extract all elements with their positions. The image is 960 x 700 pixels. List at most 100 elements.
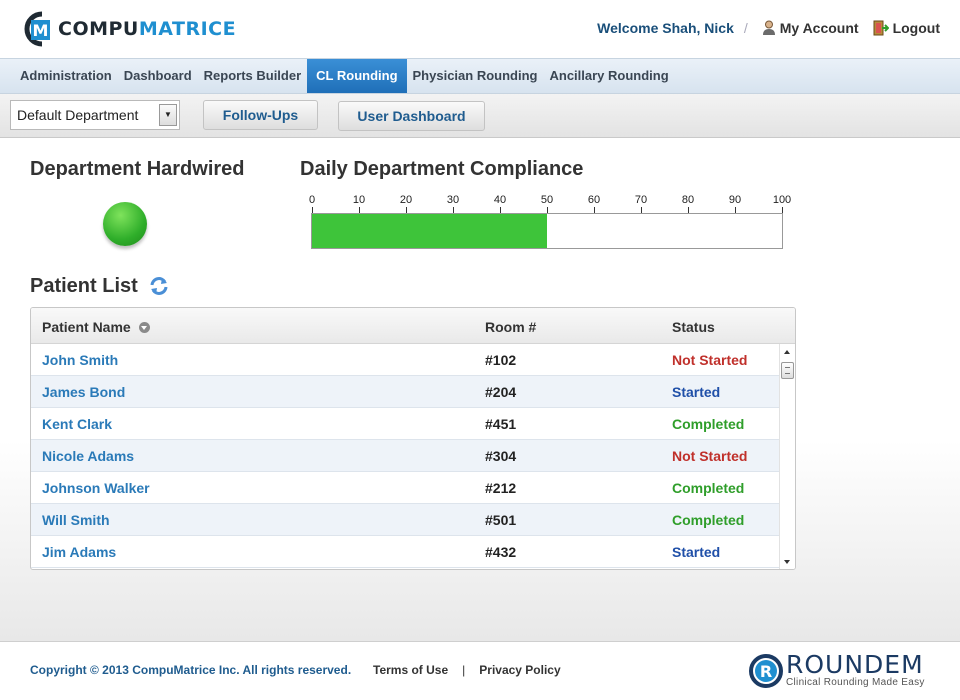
table-row[interactable]: Will Smith #501 Completed <box>31 504 779 536</box>
status-text: Not Started <box>672 352 748 368</box>
room-number: #432 <box>485 544 517 560</box>
roundem-logo: R ROUNDEM Clinical Rounding Made Easy <box>748 650 938 696</box>
scale-tick-label: 60 <box>587 194 601 206</box>
roundem-tagline: Clinical Rounding Made Easy <box>786 677 925 688</box>
patient-name-link[interactable]: Nicole Adams <box>42 448 135 464</box>
roundem-logo-icon: R <box>749 654 783 688</box>
room-number: #204 <box>485 384 517 400</box>
sort-icon[interactable] <box>138 321 150 333</box>
hardwired-status-indicator <box>103 202 147 246</box>
status-text: Completed <box>672 416 745 432</box>
scale-tick-label: 10 <box>352 194 366 206</box>
user-icon <box>762 20 775 35</box>
department-hardwired-title: Department Hardwired <box>30 158 245 180</box>
welcome-text: Welcome Shah, Nick <box>597 20 734 36</box>
terms-link[interactable]: Terms of Use <box>373 663 449 677</box>
scale-tick-mark <box>406 207 407 213</box>
nav-reports-builder[interactable]: Reports Builder <box>203 68 302 83</box>
my-account-label: My Account <box>779 20 859 36</box>
nav-cl-rounding[interactable]: CL Rounding <box>307 59 407 93</box>
status-text: Started <box>672 544 721 560</box>
patient-name-link[interactable]: Johnson Walker <box>42 480 150 496</box>
patient-name-link[interactable]: Will Smith <box>42 512 110 528</box>
compumatrice-logo-icon: M <box>20 11 54 47</box>
room-number: #451 <box>485 416 517 432</box>
logout-link[interactable]: Logout <box>873 20 940 36</box>
scale-tick-label: 30 <box>446 194 460 206</box>
nav-administration[interactable]: Administration <box>20 68 112 83</box>
table-row[interactable]: Johnson Walker #212 Completed <box>31 472 779 504</box>
scroll-thumb[interactable] <box>781 362 794 379</box>
department-select-value: Default Department <box>17 107 139 123</box>
nav-physician-rounding[interactable]: Physician Rounding <box>412 68 538 83</box>
compliance-bar <box>311 213 783 249</box>
header-separator: / <box>743 20 748 36</box>
patient-name-link[interactable]: Jim Adams <box>42 544 117 560</box>
scale-tick-label: 70 <box>634 194 648 206</box>
scale-tick-label: 90 <box>728 194 742 206</box>
room-number: #212 <box>485 480 517 496</box>
col-patient-name[interactable]: Patient Name <box>42 319 150 335</box>
scale-tick-mark <box>782 207 783 213</box>
patient-table: Patient Name Room # Status John Smith #10… <box>30 307 796 570</box>
scroll-up-icon[interactable] <box>784 350 790 354</box>
col-room: Room # <box>485 319 537 335</box>
table-row[interactable]: John Smith #102 Not Started <box>31 344 779 376</box>
scale-tick-mark <box>453 207 454 213</box>
patient-name-link[interactable]: John Smith <box>42 352 119 368</box>
scale-tick-mark <box>735 207 736 213</box>
nav-dashboard[interactable]: Dashboard <box>123 68 192 83</box>
patient-name-link[interactable]: Kent Clark <box>42 416 113 432</box>
svg-text:R: R <box>760 662 772 681</box>
table-body: John Smith #102 Not Started James Bond #204 S… <box>31 344 779 568</box>
dropdown-arrow-icon[interactable]: ▼ <box>159 104 177 126</box>
footer: Copyright © 2013 CompuMatrice Inc. All r… <box>0 641 960 700</box>
nav-ancillary-rounding[interactable]: Ancillary Rounding <box>549 68 669 83</box>
logo-letter: M <box>33 21 49 40</box>
logout-label: Logout <box>892 20 940 36</box>
compumatrice-logo[interactable]: M COMPUMATRICE <box>20 11 236 47</box>
user-bar: Welcome Shah, Nick / My Account Logout <box>597 20 940 36</box>
scale-tick-mark <box>312 207 313 213</box>
refresh-icon[interactable] <box>148 276 170 296</box>
scale-tick-mark <box>547 207 548 213</box>
scale-tick-mark <box>641 207 642 213</box>
roundem-wordmark: ROUNDEM <box>786 650 924 679</box>
department-select[interactable]: Default Department ▼ <box>10 100 180 130</box>
main-content: Department Hardwired Daily Department Co… <box>0 139 960 641</box>
privacy-link[interactable]: Privacy Policy <box>479 663 561 677</box>
col-patient-name-label: Patient Name <box>42 319 131 335</box>
compliance-title: Daily Department Compliance <box>300 158 584 180</box>
patient-name-link[interactable]: James Bond <box>42 384 126 400</box>
main-nav: Administration Dashboard Reports Builder… <box>0 58 960 94</box>
follow-ups-button[interactable]: Follow-Ups <box>203 100 318 130</box>
status-text: Not Started <box>672 448 748 464</box>
copyright-text: Copyright © 2013 CompuMatrice Inc. All r… <box>30 663 352 677</box>
user-dashboard-button[interactable]: User Dashboard <box>338 101 485 131</box>
scale-tick-mark <box>500 207 501 213</box>
table-scrollbar[interactable] <box>779 344 795 569</box>
logout-icon <box>873 20 889 36</box>
logo-wordmark-part1: COMPU <box>58 18 139 40</box>
table-row[interactable]: James Bond #204 Started <box>31 376 779 408</box>
toolbar: Default Department ▼ Follow-Ups User Das… <box>0 94 960 138</box>
scale-tick-label: 80 <box>681 194 695 206</box>
patient-list-title: Patient List <box>30 275 138 297</box>
scroll-down-icon[interactable] <box>784 560 790 564</box>
compliance-scale: 0 10 20 30 40 50 60 70 80 90 100 <box>309 194 791 214</box>
header: M COMPUMATRICE Welcome Shah, Nick / My A… <box>0 0 960 58</box>
scale-tick-label: 100 <box>772 194 792 206</box>
compliance-bar-fill <box>312 214 547 248</box>
room-number: #501 <box>485 512 517 528</box>
table-row[interactable]: Nicole Adams #304 Not Started <box>31 440 779 472</box>
footer-links: Terms of Use | Privacy Policy <box>373 663 561 677</box>
status-text: Started <box>672 384 721 400</box>
table-row[interactable]: Kent Clark #451 Completed <box>31 408 779 440</box>
table-header: Patient Name Room # Status <box>31 308 795 344</box>
logo-wordmark: COMPUMATRICE <box>58 18 236 40</box>
table-row[interactable]: Jim Adams #432 Started <box>31 536 779 568</box>
my-account-link[interactable]: My Account <box>762 20 859 36</box>
room-number: #102 <box>485 352 517 368</box>
col-status: Status <box>672 319 715 335</box>
logo-wordmark-part2: MATRICE <box>138 18 237 40</box>
